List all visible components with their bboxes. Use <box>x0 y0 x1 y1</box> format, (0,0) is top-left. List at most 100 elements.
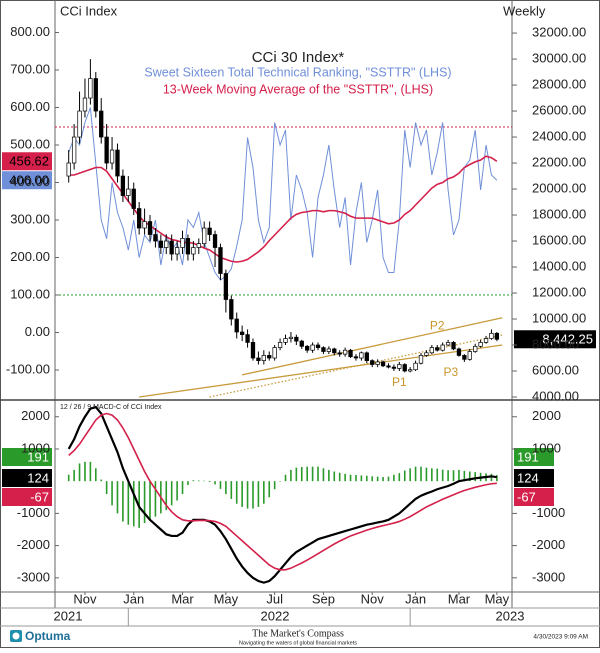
histogram-bar <box>490 473 493 482</box>
histogram-bar <box>263 481 265 504</box>
annotation: P1 <box>392 375 407 389</box>
histogram-bar <box>219 481 222 489</box>
footer-tagline: Navigating the waters of global financia… <box>239 640 357 646</box>
candle-body <box>71 136 77 164</box>
histogram-bar <box>149 481 151 520</box>
y-tick-label: 800.00 <box>10 24 50 39</box>
candle-body <box>93 78 98 112</box>
y2-tick-label: 20000.00 <box>532 180 586 195</box>
y-tick-label: 0.00 <box>25 324 50 339</box>
candle-body <box>77 110 82 138</box>
y2-tick-label: 4000.00 <box>532 388 579 403</box>
candle-body <box>402 364 407 372</box>
histogram-bar <box>371 476 374 482</box>
macd-panel <box>67 405 498 584</box>
y2-tick-label: 28000.00 <box>532 76 586 91</box>
histogram-bar <box>436 468 439 482</box>
candle-body <box>234 318 239 333</box>
candle-body <box>223 273 229 300</box>
candle-body <box>288 336 294 339</box>
value-box-label: 191 <box>517 449 539 464</box>
candle-body <box>364 352 369 361</box>
histogram-bar <box>452 470 455 482</box>
value-box-label: -67 <box>517 489 536 504</box>
y-tick-label: 600.00 <box>10 99 50 114</box>
year-label: 2021 <box>54 608 83 623</box>
macd-line <box>68 412 497 571</box>
brand-icon-dot <box>12 632 20 640</box>
y-tick-label: -3000 <box>17 569 50 584</box>
header-right: Weekly <box>503 3 546 18</box>
candle-body <box>370 360 375 365</box>
value-box-label: 8,442.25 <box>542 332 593 347</box>
value-box <box>2 448 52 466</box>
y2-tick-label: 30000.00 <box>532 50 586 65</box>
candle-body <box>218 247 223 274</box>
annotation: P2 <box>430 318 445 332</box>
candle-body <box>299 340 304 347</box>
y-tick-label: 2000 <box>21 408 50 423</box>
y2-tick-label: 6000.00 <box>532 362 579 377</box>
histogram-bar <box>122 481 124 522</box>
candle-body <box>321 347 326 352</box>
candle-body <box>126 188 131 196</box>
y2-tick-label: 26000.00 <box>532 102 586 117</box>
candle-body <box>239 331 245 335</box>
histogram-bar <box>328 469 330 482</box>
histogram-bar <box>154 481 157 517</box>
value-box <box>514 488 554 506</box>
histogram-bar <box>73 469 75 482</box>
trendline <box>242 317 503 376</box>
x-tick-label: Mar <box>171 591 194 606</box>
x-tick-label: Nov <box>361 591 385 606</box>
y2-tick-label: 10000.00 <box>532 310 586 325</box>
histogram-bar <box>447 470 449 482</box>
candle-body <box>169 240 174 255</box>
histogram-bar <box>338 472 341 482</box>
candle-body <box>196 243 201 248</box>
header-left: CCi Index <box>60 3 118 18</box>
candle-body <box>229 299 234 320</box>
candle-body <box>408 369 413 372</box>
histogram-bar <box>311 466 314 482</box>
histogram-bar <box>355 475 357 482</box>
candle-body <box>174 247 180 255</box>
histogram-bar <box>431 468 433 482</box>
histogram-bar <box>176 481 178 501</box>
y2-tick-label: 22000.00 <box>532 154 586 169</box>
price-panel <box>55 59 512 398</box>
y2-tick-label: 14000.00 <box>532 258 586 273</box>
histogram-bar <box>409 468 411 482</box>
histogram-bar <box>257 481 260 507</box>
histogram-bar <box>317 466 319 482</box>
candle-body <box>153 234 158 242</box>
candle-body <box>120 175 126 196</box>
histogram-bar <box>192 480 195 482</box>
histogram-bar <box>252 481 254 509</box>
candle-body <box>158 240 163 248</box>
histogram-bar <box>279 481 281 482</box>
annotation: P3 <box>443 365 458 379</box>
histogram-bar <box>116 481 119 514</box>
candle-body <box>375 361 380 365</box>
candle-body <box>413 362 418 371</box>
value-box-label: 456.62 <box>9 154 49 169</box>
candle-body <box>315 344 321 348</box>
candle-body <box>424 352 429 356</box>
candle-body <box>207 227 212 235</box>
histogram-bar <box>246 481 249 509</box>
candle-body <box>467 351 472 360</box>
candle-body <box>305 345 310 351</box>
candle-body <box>88 78 93 99</box>
candle-body <box>332 348 337 354</box>
candle-body <box>473 345 478 352</box>
candle-body <box>483 338 489 343</box>
histogram-bar <box>165 481 168 511</box>
footer-title: The Market's Compass <box>252 628 344 639</box>
candle-body <box>142 221 147 229</box>
candle-body <box>185 238 191 255</box>
candle-body <box>386 365 391 368</box>
candle-body <box>212 234 218 248</box>
trendline <box>139 344 503 398</box>
candle-body <box>429 347 434 354</box>
